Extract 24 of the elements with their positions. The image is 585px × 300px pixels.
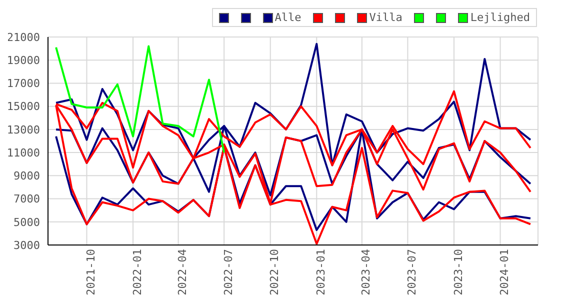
y-tick-label: 19000	[6, 54, 40, 68]
x-tick-label: 2023-04	[360, 248, 373, 296]
legend-label: Lejlighed	[470, 11, 530, 24]
x-tick-label: 2023-01	[314, 249, 328, 296]
y-tick-label: 9000	[14, 170, 40, 183]
x-tick-label: 2022-10	[268, 249, 282, 296]
x-tick-label: 2023-10	[452, 249, 465, 296]
legend-label: Villa	[369, 11, 402, 24]
y-tick-label: 5000	[14, 216, 40, 229]
y-tick-label: 3000	[14, 238, 40, 252]
y-tick-label: 7000	[14, 192, 40, 206]
x-tick-label: 2023-07	[406, 249, 419, 296]
x-tick-label: 2022-01	[130, 249, 144, 296]
line-series	[55, 45, 226, 154]
x-tick-label: 2022-04	[176, 248, 190, 296]
y-tick-label: 11000	[6, 146, 40, 160]
y-tick-label: 17000	[6, 77, 40, 90]
y-tick-label: 21000	[6, 30, 40, 44]
x-tick-label: 2021-10	[84, 249, 98, 296]
y-tick-label: 15000	[6, 100, 40, 114]
y-tick-label: 13000	[6, 123, 40, 136]
x-tick-label: 2022-07	[222, 249, 235, 296]
x-tick-label: 2024-01	[498, 249, 512, 296]
legend-label: Alle	[274, 11, 302, 24]
